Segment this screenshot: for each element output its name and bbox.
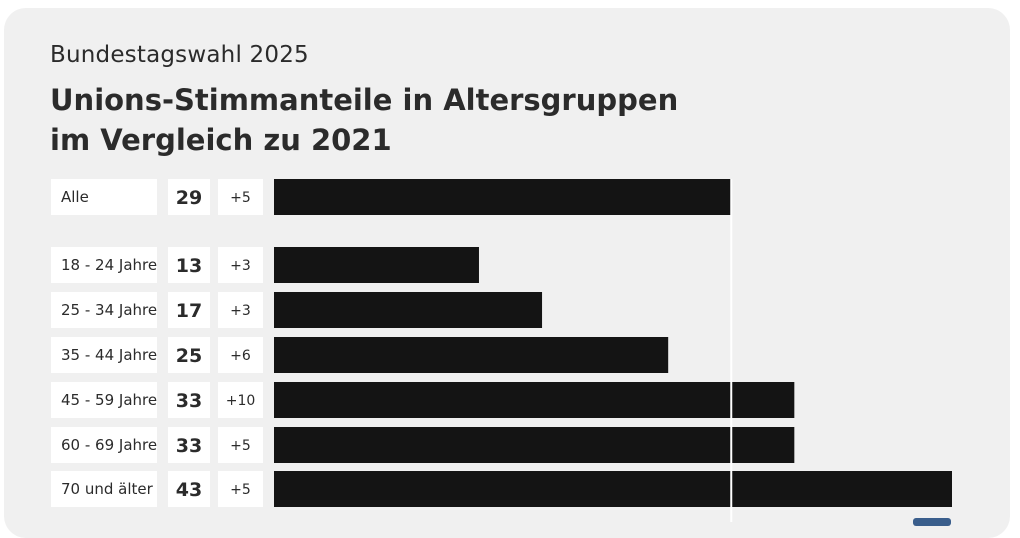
category-label: 70 und älter — [61, 480, 154, 498]
category-label: 35 - 44 Jahre — [61, 346, 157, 364]
category-label: Alle — [61, 188, 89, 206]
change-label: +3 — [230, 258, 251, 274]
value-label: 43 — [176, 479, 202, 501]
bar — [274, 292, 543, 328]
value-label: 13 — [176, 255, 202, 277]
change-label: +5 — [230, 438, 251, 454]
bar-chart: Alle 29 +5 18 - 24 Jahre 13 +3 25 - 34 Jahre 17… — [51, 179, 952, 522]
value-label: 17 — [176, 300, 202, 322]
value-label-cell — [168, 292, 210, 328]
value-label: 29 — [176, 187, 202, 209]
chart-title: Unions-Stimmanteile in Altersgruppen im … — [50, 80, 850, 160]
value-label: 33 — [176, 435, 202, 457]
value-label-cell — [168, 337, 210, 373]
bar — [274, 427, 795, 463]
corner-logo-mark — [913, 518, 951, 526]
change-label: +6 — [230, 348, 251, 364]
value-label-cell — [168, 179, 210, 215]
change-label-cell — [218, 427, 263, 463]
change-label-cell — [218, 337, 263, 373]
bar — [274, 247, 479, 283]
category-label-cell — [51, 292, 157, 328]
value-label-cell — [168, 471, 210, 507]
bar — [274, 337, 669, 373]
category-label-cell — [51, 382, 157, 418]
change-label: +3 — [230, 303, 251, 319]
category-label-cell — [51, 337, 157, 373]
bar — [274, 179, 732, 215]
change-label: +10 — [226, 393, 256, 409]
category-label: 45 - 59 Jahre — [61, 391, 157, 409]
change-label-cell — [218, 292, 263, 328]
category-label-cell — [51, 427, 157, 463]
change-label: +5 — [230, 482, 251, 498]
change-label-cell — [218, 471, 263, 507]
value-label-cell — [168, 427, 210, 463]
category-label: 18 - 24 Jahre — [61, 256, 157, 274]
category-label-cell — [51, 179, 157, 215]
bar — [274, 382, 795, 418]
change-label: +5 — [230, 190, 251, 206]
chart-title-line-2: im Vergleich zu 2021 — [50, 123, 392, 157]
chart-title-line-1: Unions-Stimmanteile in Altersgruppen — [50, 83, 679, 117]
change-label-cell — [218, 247, 263, 283]
category-label: 25 - 34 Jahre — [61, 301, 157, 319]
value-label-cell — [168, 247, 210, 283]
change-label-cell — [218, 382, 263, 418]
chart-supertitle: Bundestagswahl 2025 — [50, 42, 309, 68]
change-label-cell — [218, 179, 263, 215]
bar — [274, 471, 952, 507]
category-label-cell — [51, 247, 157, 283]
category-label-cell — [51, 471, 157, 507]
value-label-cell — [168, 382, 210, 418]
category-label: 60 - 69 Jahre — [61, 436, 157, 454]
value-label: 33 — [176, 390, 202, 412]
value-label: 25 — [176, 345, 202, 367]
